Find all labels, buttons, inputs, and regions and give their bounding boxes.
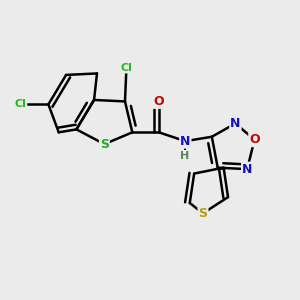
Text: O: O [154, 95, 164, 108]
Text: N: N [180, 135, 190, 148]
Text: Cl: Cl [14, 99, 26, 110]
Text: Cl: Cl [121, 63, 132, 73]
Text: S: S [199, 207, 208, 220]
Text: O: O [249, 133, 260, 146]
Text: S: S [100, 138, 109, 151]
Text: H: H [180, 151, 189, 161]
Text: N: N [230, 117, 241, 130]
Text: N: N [242, 163, 252, 176]
